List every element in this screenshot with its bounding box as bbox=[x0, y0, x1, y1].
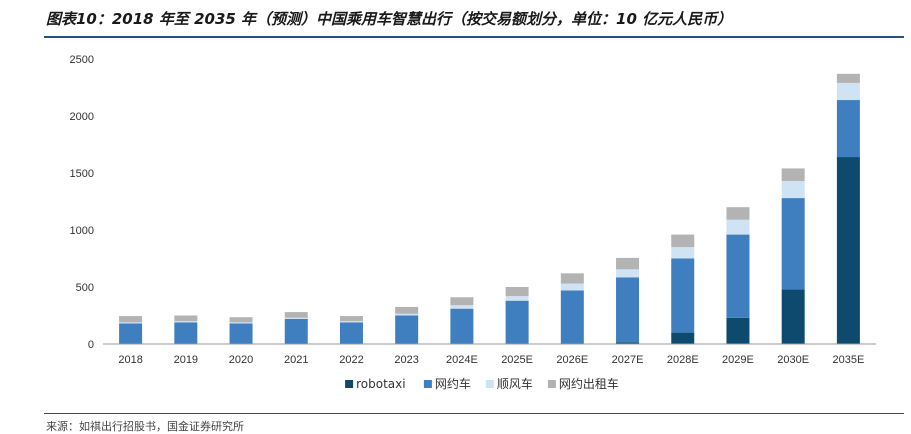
bar-segment-网约出租车 bbox=[284, 312, 308, 318]
bar-segment-顺风车 bbox=[560, 283, 584, 291]
bar-segment-网约出租车 bbox=[174, 315, 198, 322]
legend-label: 网约出租车 bbox=[559, 376, 619, 391]
x-tick-label: 2018 bbox=[118, 354, 142, 366]
legend: robotaxi 网约车 顺风车 网约出租车 bbox=[345, 376, 619, 391]
x-tick-label: 2021 bbox=[284, 354, 308, 366]
bar-segment-顺风车 bbox=[726, 219, 750, 235]
legend-label: 顺风车 bbox=[497, 376, 533, 391]
x-tick-label: 2023 bbox=[394, 354, 418, 366]
bar-segment-网约车 bbox=[395, 315, 419, 344]
bar-segment-网约出租车 bbox=[229, 317, 253, 323]
bar-segment-网约车 bbox=[616, 277, 640, 343]
bar-segment-网约出租车 bbox=[450, 297, 474, 306]
bar-segment-网约出租车 bbox=[339, 316, 363, 322]
y-axis: 0 500 1000 1500 2000 2500 bbox=[70, 54, 94, 351]
bar-segment-网约车 bbox=[284, 318, 308, 344]
legend-swatch bbox=[345, 380, 354, 388]
bar-segment-网约出租车 bbox=[395, 306, 419, 314]
bar-segment-网约车 bbox=[671, 258, 695, 333]
bar-segment-顺风车 bbox=[836, 82, 860, 101]
bar-segment-网约车 bbox=[450, 308, 474, 344]
bar-segment-顺风车 bbox=[174, 321, 198, 323]
bar-segment-顺风车 bbox=[450, 305, 474, 309]
x-tick-label: 2035E bbox=[832, 354, 864, 366]
bar-segment-网约出租车 bbox=[560, 273, 584, 284]
y-tick-label: 2500 bbox=[70, 54, 94, 66]
x-tick-label: 2029E bbox=[722, 354, 754, 366]
bar-segment-网约出租车 bbox=[836, 73, 860, 83]
bar-segment-网约出租车 bbox=[119, 316, 143, 323]
y-tick-label: 2000 bbox=[70, 111, 94, 123]
bar-segment-网约车 bbox=[560, 290, 584, 344]
bar-segment-顺风车 bbox=[395, 313, 419, 316]
bar-segment-顺风车 bbox=[505, 296, 529, 301]
x-tick-label: 2027E bbox=[612, 354, 644, 366]
legend-swatch bbox=[485, 380, 494, 388]
y-tick-label: 1000 bbox=[70, 225, 94, 237]
bar-segment-网约出租车 bbox=[671, 234, 695, 248]
source-divider bbox=[44, 413, 904, 414]
bar-segment-顺风车 bbox=[339, 321, 363, 323]
bar-segment-顺风车 bbox=[284, 317, 308, 319]
bar-segment-顺风车 bbox=[229, 322, 253, 324]
chart-title: 图表10：2018 年至 2035 年（预测）中国乘用车智慧出行（按交易额划分，… bbox=[46, 10, 733, 28]
x-tick-label: 2020 bbox=[229, 354, 253, 366]
x-tick-label: 2028E bbox=[667, 354, 699, 366]
bars-group bbox=[119, 73, 860, 344]
x-tick-label: 2022 bbox=[339, 354, 363, 366]
bar-segment-顺风车 bbox=[671, 247, 695, 259]
bar-segment-网约车 bbox=[781, 198, 805, 290]
stacked-bar-chart: 0 500 1000 1500 2000 2500 2018 2019 2020 2021 202… bbox=[70, 54, 876, 391]
bar-segment-网约出租车 bbox=[505, 287, 529, 297]
legend-label: 网约车 bbox=[435, 376, 471, 391]
y-tick-label: 500 bbox=[76, 282, 94, 294]
bar-segment-robotaxi bbox=[616, 342, 640, 344]
x-tick-label: 2026E bbox=[556, 354, 588, 366]
x-tick-label: 2030E bbox=[777, 354, 809, 366]
bar-segment-顺风车 bbox=[781, 180, 805, 199]
legend-swatch bbox=[423, 380, 432, 388]
bar-segment-网约出租车 bbox=[616, 257, 640, 270]
legend-label: robotaxi bbox=[356, 377, 405, 391]
bar-segment-顺风车 bbox=[119, 322, 143, 324]
x-tick-label: 2025E bbox=[501, 354, 533, 366]
source-note: 来源：如祺出行招股书，国金证券研究所 bbox=[46, 420, 244, 433]
bar-segment-网约车 bbox=[229, 323, 253, 344]
title-divider bbox=[44, 36, 904, 38]
y-tick-label: 1500 bbox=[70, 168, 94, 180]
x-tick-label: 2019 bbox=[174, 354, 198, 366]
bar-segment-robotaxi bbox=[671, 332, 695, 344]
bar-segment-robotaxi bbox=[836, 157, 860, 344]
bar-segment-robotaxi bbox=[781, 289, 805, 344]
x-tick-label: 2024E bbox=[446, 354, 478, 366]
bar-segment-网约出租车 bbox=[726, 207, 750, 220]
bar-segment-顺风车 bbox=[616, 269, 640, 278]
bar-segment-网约车 bbox=[119, 323, 143, 344]
bar-segment-网约出租车 bbox=[781, 168, 805, 181]
bar-segment-网约车 bbox=[726, 234, 750, 318]
legend-swatch bbox=[547, 380, 556, 388]
bar-segment-网约车 bbox=[339, 322, 363, 344]
y-tick-label: 0 bbox=[88, 339, 94, 351]
bar-segment-robotaxi bbox=[726, 317, 750, 344]
bar-segment-网约车 bbox=[174, 322, 198, 344]
x-axis: 2018 2019 2020 2021 2022 2023 2024E 2025E 2026E 2… bbox=[103, 343, 876, 366]
bar-segment-网约车 bbox=[505, 300, 529, 344]
bar-segment-网约车 bbox=[836, 100, 860, 158]
